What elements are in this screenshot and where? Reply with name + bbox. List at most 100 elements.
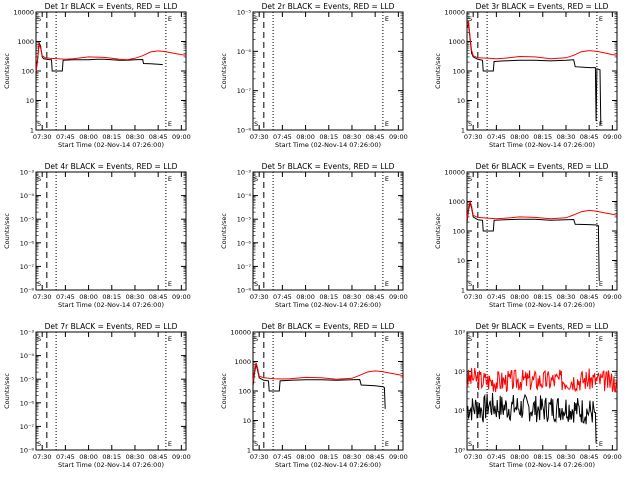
y-tick-label: 10⁻⁴ bbox=[20, 352, 35, 360]
end-marker: E bbox=[168, 280, 172, 288]
x-axis-label: Start Time (02-Nov-14 07:26:00) bbox=[275, 461, 381, 469]
x-tick-label: 08:45 bbox=[366, 453, 385, 461]
y-tick-label: 10¹ bbox=[454, 407, 465, 415]
x-tick-label: 09:00 bbox=[603, 453, 622, 461]
x-tick-label: 08:15 bbox=[533, 453, 552, 461]
x-tick-label: 07:45 bbox=[487, 133, 506, 141]
start-marker: S bbox=[254, 280, 258, 288]
x-tick-label: 08:00 bbox=[296, 293, 315, 301]
plot-frame bbox=[35, 331, 187, 451]
y-tick-label: 10⁻³ bbox=[237, 169, 252, 177]
y-tick-label: 10⁻⁸ bbox=[20, 287, 35, 295]
x-tick-label: 09:00 bbox=[172, 133, 191, 141]
start-marker: S bbox=[37, 280, 41, 288]
y-tick-label: 1 bbox=[461, 127, 465, 135]
y-tick-label: 1 bbox=[247, 447, 251, 455]
x-tick-label: 08:00 bbox=[510, 293, 529, 301]
chart-title: Det 2r BLACK = Events, RED = LLD bbox=[262, 2, 395, 11]
y-tick-label: 100 bbox=[22, 68, 34, 76]
x-tick-label: 07:45 bbox=[56, 133, 75, 141]
x-tick-label: 08:00 bbox=[79, 293, 98, 301]
y-tick-label: 10⁻⁵ bbox=[20, 376, 35, 384]
plot-frame bbox=[35, 171, 187, 291]
chart-panel-1: Det 1r BLACK = Events, RED = LLD10000100… bbox=[3, 2, 191, 149]
chart-title: Det 7r BLACK = Events, RED = LLD bbox=[45, 322, 178, 331]
x-axis-label: Start Time (02-Nov-14 07:26:00) bbox=[275, 301, 381, 309]
series-line-events bbox=[466, 23, 602, 125]
y-tick-label: 10⁻⁵ bbox=[237, 9, 252, 17]
y-tick-label: 10 bbox=[243, 417, 251, 425]
start-marker-top: S bbox=[468, 15, 472, 23]
end-marker-top: E bbox=[385, 175, 389, 183]
y-axis-label: Counts/sec bbox=[220, 373, 228, 409]
x-tick-label: 08:30 bbox=[126, 293, 145, 301]
chart-panel-7: Det 7r BLACK = Events, RED = LLD 10⁻³ 10⁻⁴… bbox=[3, 322, 191, 469]
y-tick-label: 10⁻⁷ bbox=[237, 263, 252, 271]
end-marker-top: E bbox=[599, 15, 603, 23]
end-marker-top: E bbox=[385, 335, 389, 343]
chart-title: Det 3r BLACK = Events, RED = LLD bbox=[476, 2, 609, 11]
y-tick-label: 10 bbox=[457, 97, 465, 105]
start-marker: S bbox=[37, 440, 41, 448]
y-axis-label: Counts/sec bbox=[3, 373, 11, 409]
x-tick-label: 07:30 bbox=[33, 293, 52, 301]
x-tick-label: 07:45 bbox=[273, 133, 292, 141]
x-tick-label: 07:30 bbox=[464, 453, 483, 461]
plot-frame bbox=[252, 171, 404, 291]
y-axis-label: Counts/sec bbox=[3, 213, 11, 249]
chart-panel-5: Det 5r BLACK = Events, RED = LLD 10⁻³ 10⁻⁴… bbox=[220, 162, 408, 309]
y-tick-label: 10⁻⁵ bbox=[237, 216, 252, 224]
x-tick-label: 08:15 bbox=[102, 293, 121, 301]
x-tick-label: 07:45 bbox=[487, 453, 506, 461]
y-tick-label: 10⁻⁷ bbox=[237, 87, 252, 95]
end-marker: E bbox=[385, 280, 389, 288]
plot-frame bbox=[466, 331, 618, 451]
chart-panel-2: Det 2r BLACK = Events, RED = LLD 10⁻⁵ 10⁻⁶… bbox=[220, 2, 408, 149]
x-axis-label: Start Time (02-Nov-14 07:26:00) bbox=[489, 141, 595, 149]
y-tick-label: 10⁻⁶ bbox=[237, 48, 252, 56]
y-tick-label: 1000 bbox=[234, 358, 251, 366]
x-tick-label: 08:00 bbox=[79, 133, 98, 141]
x-axis-label: Start Time (02-Nov-14 07:26:00) bbox=[489, 301, 595, 309]
x-tick-label: 07:30 bbox=[33, 133, 52, 141]
x-tick-label: 09:00 bbox=[172, 293, 191, 301]
x-tick-label: 08:30 bbox=[557, 133, 576, 141]
start-marker-top: S bbox=[468, 335, 472, 343]
x-tick-label: 08:30 bbox=[557, 453, 576, 461]
end-marker-top: E bbox=[385, 15, 389, 23]
x-tick-label: 08:30 bbox=[343, 453, 362, 461]
x-tick-label: 08:15 bbox=[102, 133, 121, 141]
chart-panel-6: Det 6r BLACK = Events, RED = LLD10000100… bbox=[434, 162, 622, 309]
end-marker-top: E bbox=[599, 175, 603, 183]
x-tick-label: 08:30 bbox=[557, 293, 576, 301]
y-tick-label: 10000 bbox=[230, 329, 251, 337]
chart-title: Det 9r BLACK = Events, RED = LLD bbox=[476, 322, 609, 331]
x-tick-label: 09:00 bbox=[389, 133, 408, 141]
chart-title: Det 4r BLACK = Events, RED = LLD bbox=[45, 162, 178, 171]
end-marker-top: E bbox=[168, 15, 172, 23]
end-marker-top: E bbox=[168, 335, 172, 343]
x-tick-label: 08:45 bbox=[149, 293, 168, 301]
x-tick-label: 08:30 bbox=[343, 293, 362, 301]
chart-panel-3: Det 3r BLACK = Events, RED = LLD10000100… bbox=[434, 2, 622, 149]
y-axis-label: Counts/sec bbox=[220, 213, 228, 249]
x-tick-label: 07:30 bbox=[464, 133, 483, 141]
x-axis-label: Start Time (02-Nov-14 07:26:00) bbox=[58, 301, 164, 309]
x-tick-label: 08:45 bbox=[366, 293, 385, 301]
x-tick-label: 08:30 bbox=[126, 453, 145, 461]
y-tick-label: 10000 bbox=[13, 9, 34, 17]
end-marker: E bbox=[599, 440, 603, 448]
y-tick-label: 10⁻⁸ bbox=[237, 127, 252, 135]
x-tick-label: 07:30 bbox=[250, 293, 269, 301]
end-marker: E bbox=[385, 120, 389, 128]
x-tick-label: 08:00 bbox=[79, 453, 98, 461]
x-tick-label: 07:45 bbox=[56, 453, 75, 461]
y-tick-label: 10² bbox=[454, 368, 465, 376]
y-tick-label: 100 bbox=[453, 228, 465, 236]
x-tick-label: 08:45 bbox=[580, 293, 599, 301]
y-tick-label: 1 bbox=[30, 127, 34, 135]
x-tick-label: 07:45 bbox=[56, 293, 75, 301]
x-tick-label: 08:15 bbox=[319, 133, 338, 141]
x-tick-label: 09:00 bbox=[603, 133, 622, 141]
